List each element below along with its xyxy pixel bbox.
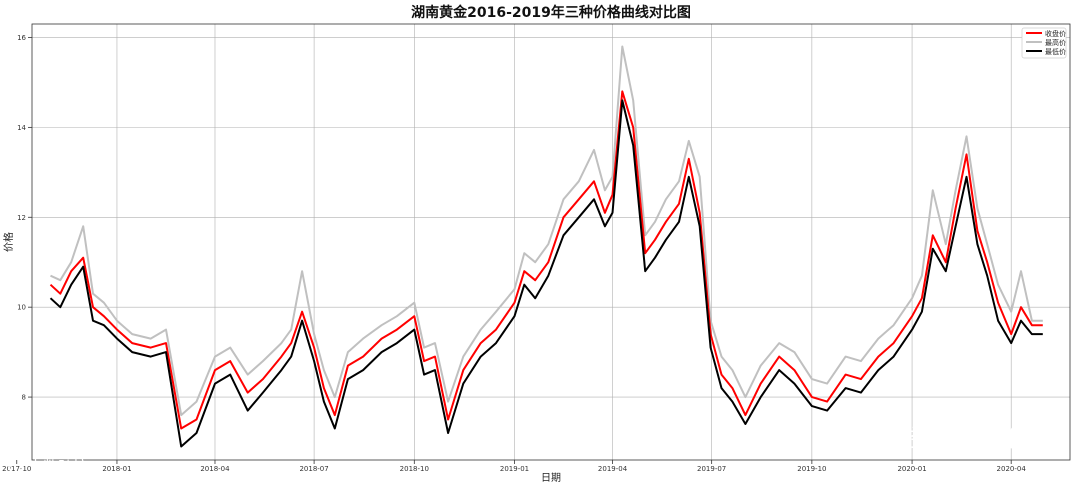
watermark-wechat-icon-small [886,432,906,452]
x-tick-label: 2019-04 [598,465,628,473]
series-line-0 [49,90,1043,430]
y-tick-label: 16 [17,34,26,42]
x-tick-label: 2020-04 [997,465,1027,473]
x-tick-label: 2020-01 [897,465,926,473]
series-line-2 [49,99,1043,448]
x-tick-label: 2019-10 [797,465,826,473]
series-lines [49,45,1043,448]
y-tick-label: 10 [17,304,26,312]
watermark-logo-icon [8,458,24,474]
legend-label-low: 最低价 [1045,47,1066,56]
y-tick-label: 12 [17,214,26,222]
legend: 收盘价 最高价 最低价 [1021,27,1067,59]
watermark-left-text: 大数跨境 [28,458,88,476]
axis-ticks: 8 10 12 14 16 2017-10 2018-01 2018-04 2018-07 201… [2,34,1026,473]
x-tick-label: 2019-07 [697,465,726,473]
watermark-wechat-icon [871,423,897,449]
x-tick-label: 2018-10 [400,465,429,473]
y-tick-label: 14 [17,124,26,132]
x-tick-label: 2017-10 [2,465,31,473]
chart-title: 湖南黄金2016-2019年三种价格曲线对比图 [411,4,691,21]
y-tick-label: 8 [22,394,26,402]
legend-label-high: 最高价 [1045,38,1066,47]
watermark-right: 数据皮皮侠 [871,423,1030,452]
y-axis-label: 价格 [2,232,15,252]
plot-frame [31,23,1071,461]
watermark-left: 大数跨境 [8,458,88,476]
legend-label-close: 收盘价 [1045,29,1066,38]
x-tick-label: 2018-07 [299,465,328,473]
x-tick-label: 2018-01 [102,465,131,473]
gridlines [32,24,1070,460]
x-tick-label: 2018-04 [200,465,230,473]
watermark-right-text: 数据皮皮侠 [910,424,1030,452]
series-line-1 [50,45,1043,417]
x-axis-label: 日期 [541,472,561,484]
x-tick-label: 2019-01 [500,465,529,473]
